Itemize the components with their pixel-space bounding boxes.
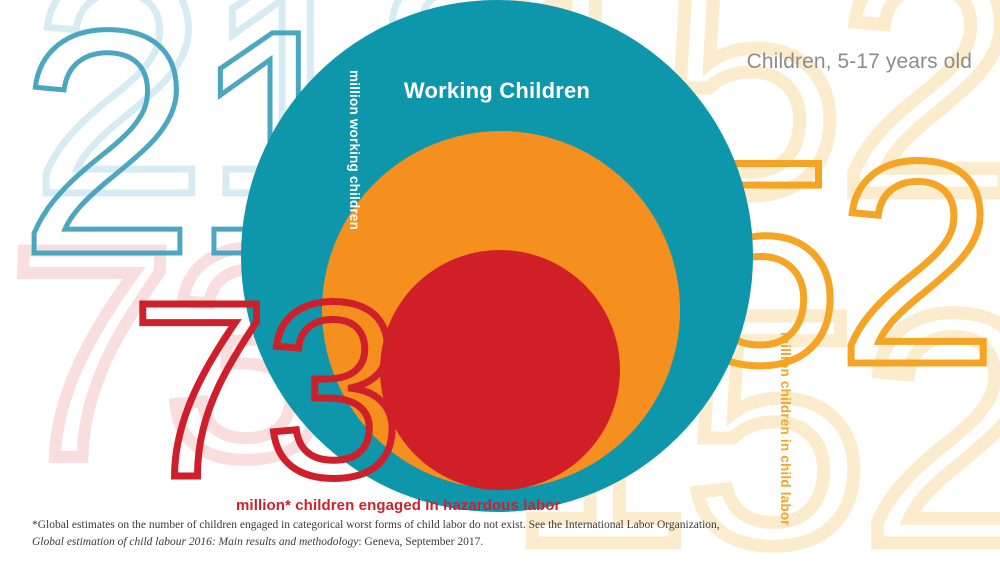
footnote-part1: *Global estimates on the number of child… — [32, 519, 720, 531]
circle-hazardous-labor: Hazardous Labor — [380, 250, 620, 490]
footnote: *Global estimates on the number of child… — [32, 517, 732, 550]
footnote-citation-title: Global estimation of child labour 2016: … — [32, 535, 359, 548]
circle-label-working-children: Working Children — [403, 78, 591, 103]
caption-hazardous-labor: million* children engaged in hazardous l… — [236, 497, 561, 514]
footnote-part2: : Geneva, September 2017. — [358, 535, 484, 548]
vertical-label-working-children: million working children — [347, 70, 362, 231]
page-subtitle: Children, 5-17 years old — [746, 50, 972, 73]
vertical-label-child-labor: million children in child labor — [778, 332, 793, 526]
